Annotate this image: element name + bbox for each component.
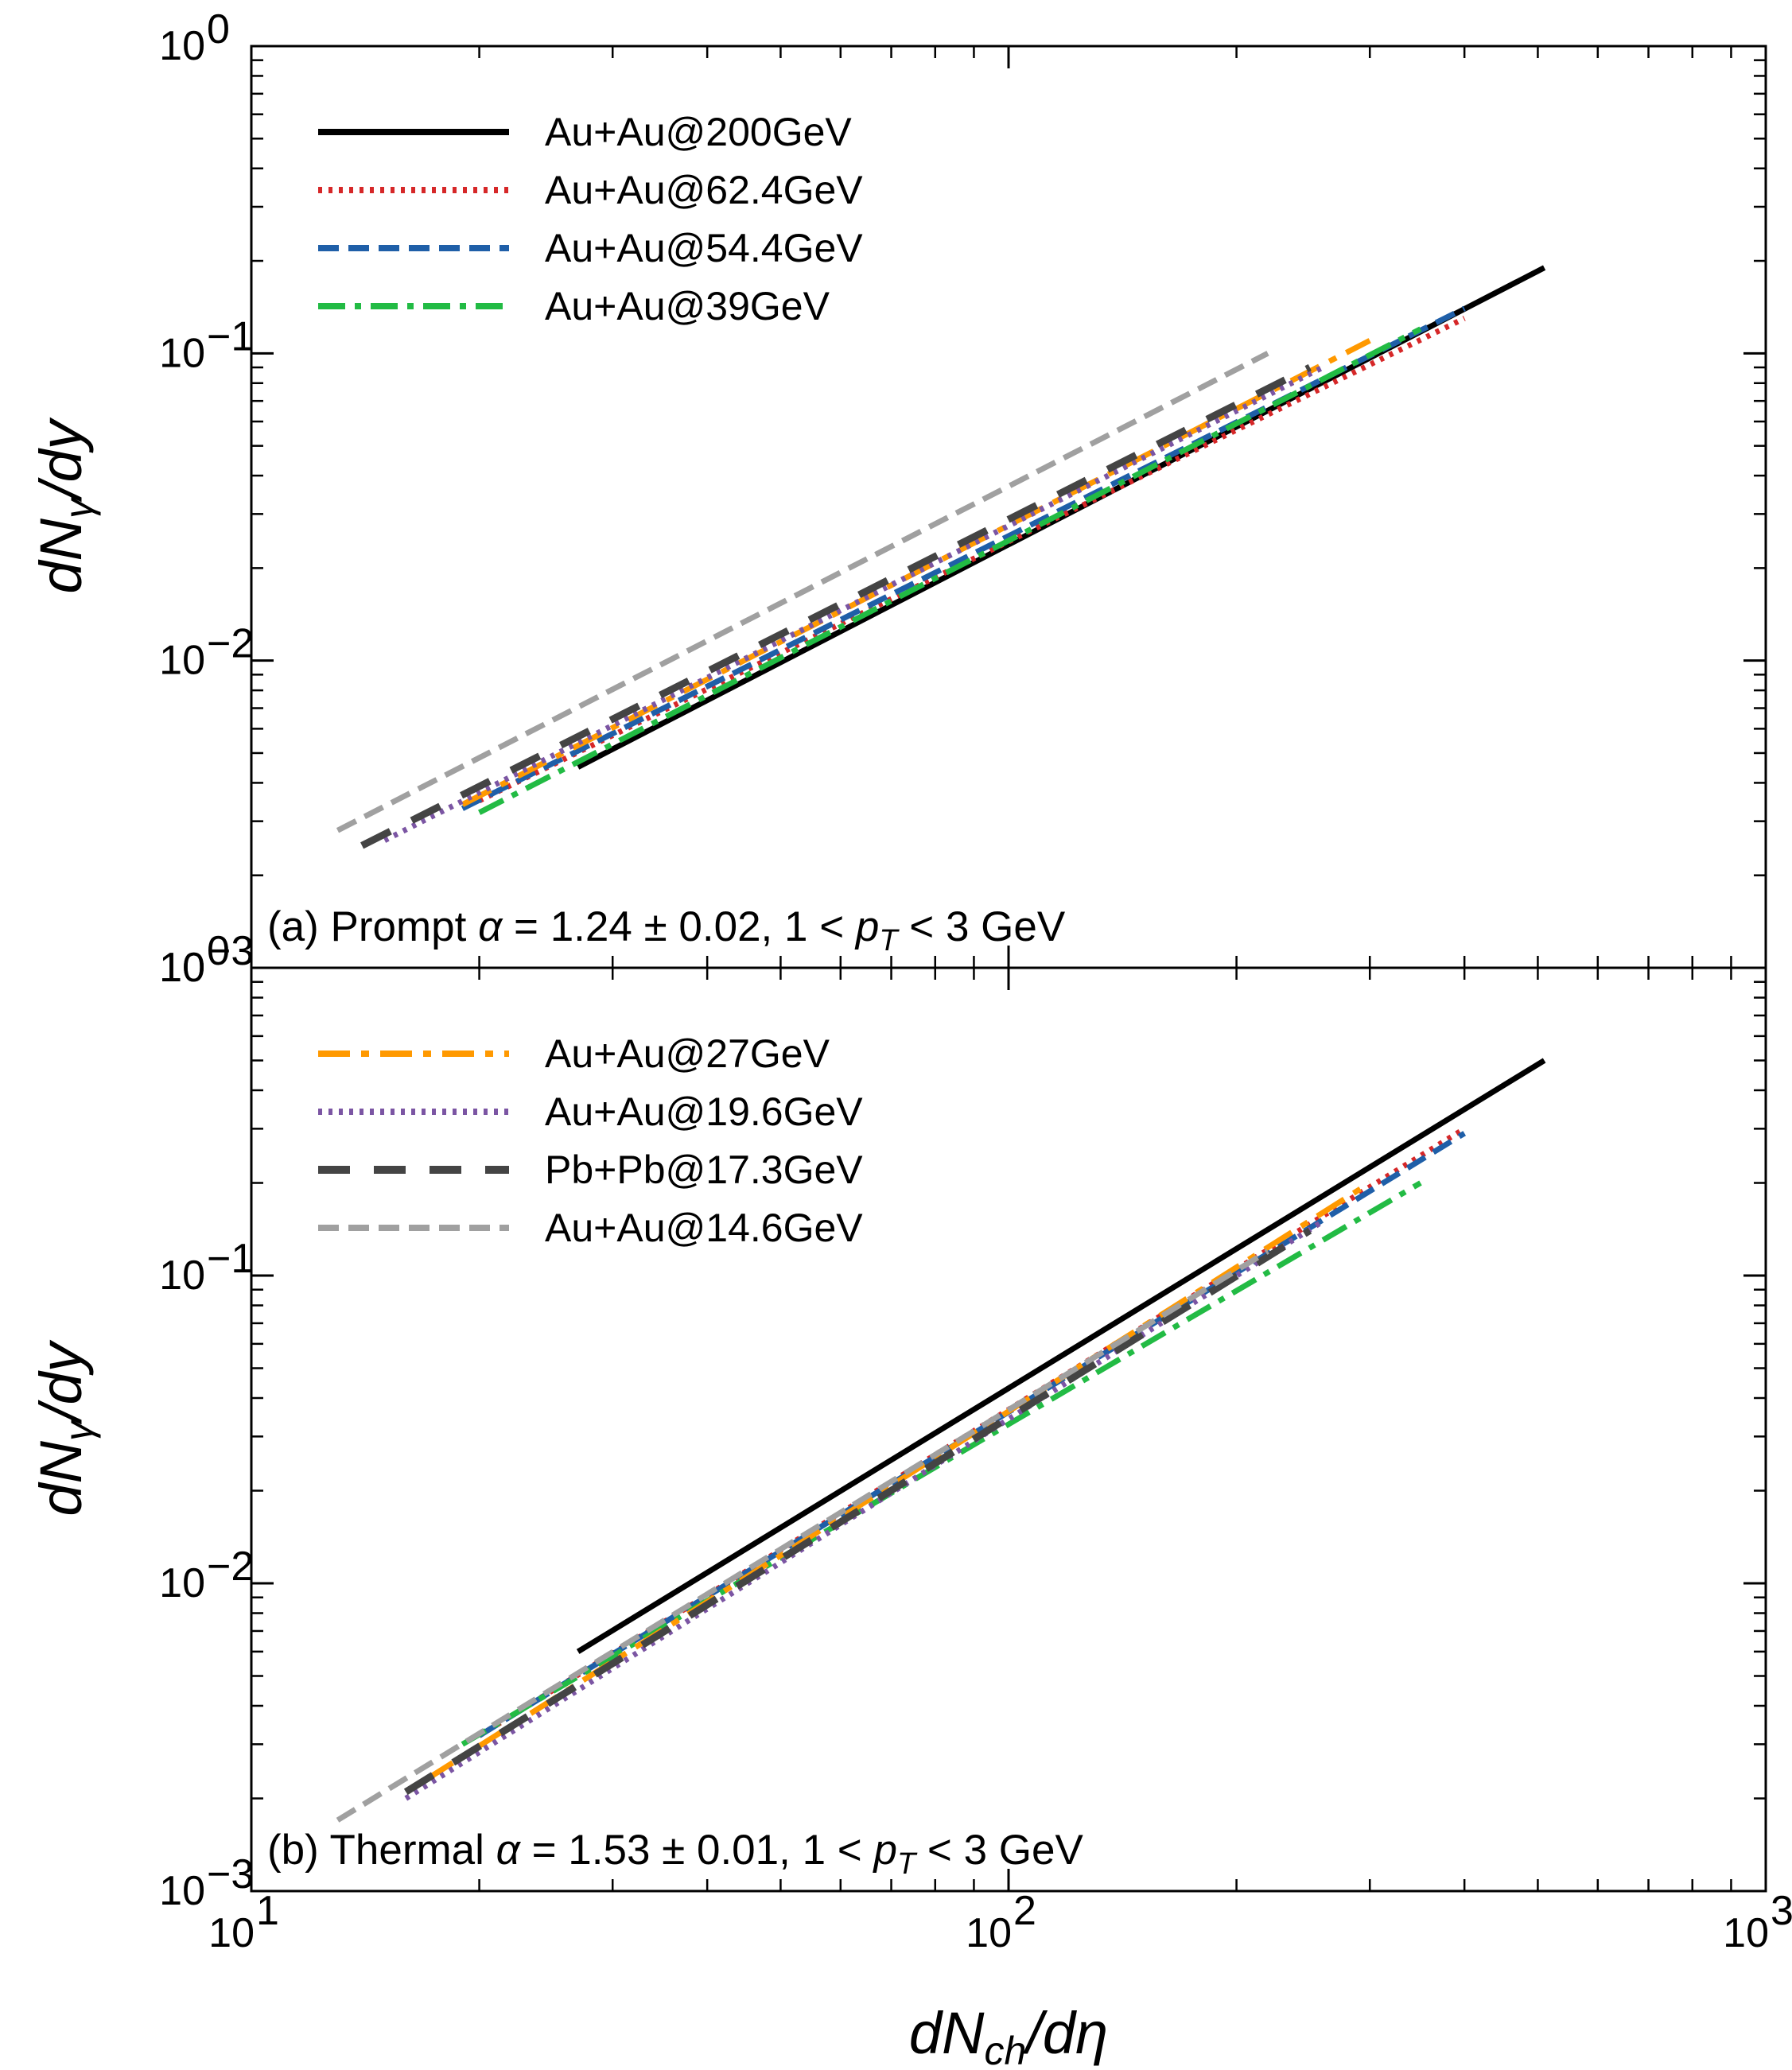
panel-b-thermal: 10−310−210−110 0Au+Au@27GeVAu+Au@19.6GeVP… [28,928,1767,1914]
legend-entry-label: Pb+Pb@17.3GeV [545,1148,863,1192]
y-title-rest: /dy [28,1339,94,1425]
annotation-value: = 1.53 ± 0.01, 1 < [520,1827,874,1874]
annotation-pt: p [872,1827,896,1874]
x-tick-exponent: 3 [1771,1888,1792,1934]
annotation-alpha: α [478,903,503,950]
y-tick-exponent: 0 [207,6,230,52]
series-line-au-au-14-6gev [336,351,1269,833]
annotation-range: < 3 GeV [898,903,1066,950]
series-line-au-au-27gev [461,338,1371,807]
annotation-label: (b) Thermal [267,1827,496,1874]
legend-entry-label: Au+Au@39GeV [545,284,830,328]
y-title-sub: γ [56,1419,101,1441]
annotation-range: < 3 GeV [915,1827,1083,1874]
series-line-au-au-200gev [576,1058,1546,1654]
y-tick-label: 10 [159,638,205,684]
annotation-pt: p [854,903,879,950]
y-tick-exponent: 0 [207,928,230,974]
legend-entry-label: Au+Au@14.6GeV [545,1206,863,1250]
panel-annotation: (b) Thermal α = 1.53 ± 0.01, 1 < pT < 3 … [267,1827,1083,1881]
legend-entry-label: Au+Au@27GeV [545,1031,830,1076]
series-line-au-au-54-4gev [461,305,1466,811]
series-line-pb-pb-17-3gev [403,1227,1312,1796]
x-axis-tick-labels: 10 1 10 2 10 3 [208,1888,1792,1956]
y-tick-label: 10 [159,1868,205,1914]
annotation-label: (a) Prompt [267,903,478,950]
y-tick-exponent: −3 [207,928,254,974]
y-title-d: dN [28,1441,94,1517]
series-line-au-au-62-4gev [478,316,1466,803]
series-line-pb-pb-17-3gev [360,363,1312,849]
x-title-sub: ch [984,2029,1026,2070]
legend-entry-label: Au+Au@200GeV [545,110,852,154]
y-tick-exponent: −1 [207,1236,254,1282]
y-tick-exponent: −3 [207,1851,254,1897]
x-tick-label: 10 [966,1910,1012,1956]
y-title-rest: /dy [28,417,94,503]
y-tick-exponent: −2 [207,1544,254,1590]
annotation-value: = 1.24 ± 0.02, 1 < [502,903,856,950]
legend-entry-label: Au+Au@62.4GeV [545,168,863,212]
x-tick-label: 10 [1723,1910,1769,1956]
panel-annotation: (a) Prompt α = 1.24 ± 0.02, 1 < pT < 3 G… [267,903,1066,957]
x-title-rest: /dη [1022,2000,1108,2066]
series-line-au-au-14-6gev [336,1249,1269,1823]
annotation-pt-sub: T [897,1847,918,1881]
y-axis-title: dNγ/dy [28,1339,101,1516]
y-tick-label: 10 [159,330,205,376]
y-axis-title: dNγ/dy [28,417,101,593]
y-title-d: dN [28,518,94,594]
x-tick-exponent: 2 [1013,1888,1036,1934]
panel-a-prompt: 10−310−210−110 0Au+Au@200GeVAu+Au@62.4GeV… [28,6,1767,991]
legend-entry-label: Au+Au@54.4GeV [545,226,863,270]
y-title-sub: γ [56,496,101,518]
x-tick-label: 10 [208,1910,255,1956]
y-tick-label: 10 [159,945,205,991]
annotation-alpha: α [496,1827,522,1874]
x-tick-exponent: 1 [256,1888,279,1934]
y-tick-label: 10 [159,1560,205,1606]
y-tick-label: 10 [159,945,205,991]
x-axis-title: dNch/dη [909,2000,1108,2070]
series-line-au-au-27gev [424,1180,1372,1782]
legend-entry-label: Au+Au@19.6GeV [545,1089,863,1134]
y-tick-exponent: −2 [207,621,254,667]
x-title-dN: dN [909,2000,985,2066]
annotation-pt-sub: T [879,924,900,957]
y-tick-label: 10 [159,23,205,69]
series-line-au-au-62-4gev [477,1126,1467,1738]
y-tick-exponent: −1 [207,313,254,359]
y-tick-label: 10 [159,1252,205,1299]
series-line-au-au-39gev [478,326,1422,815]
